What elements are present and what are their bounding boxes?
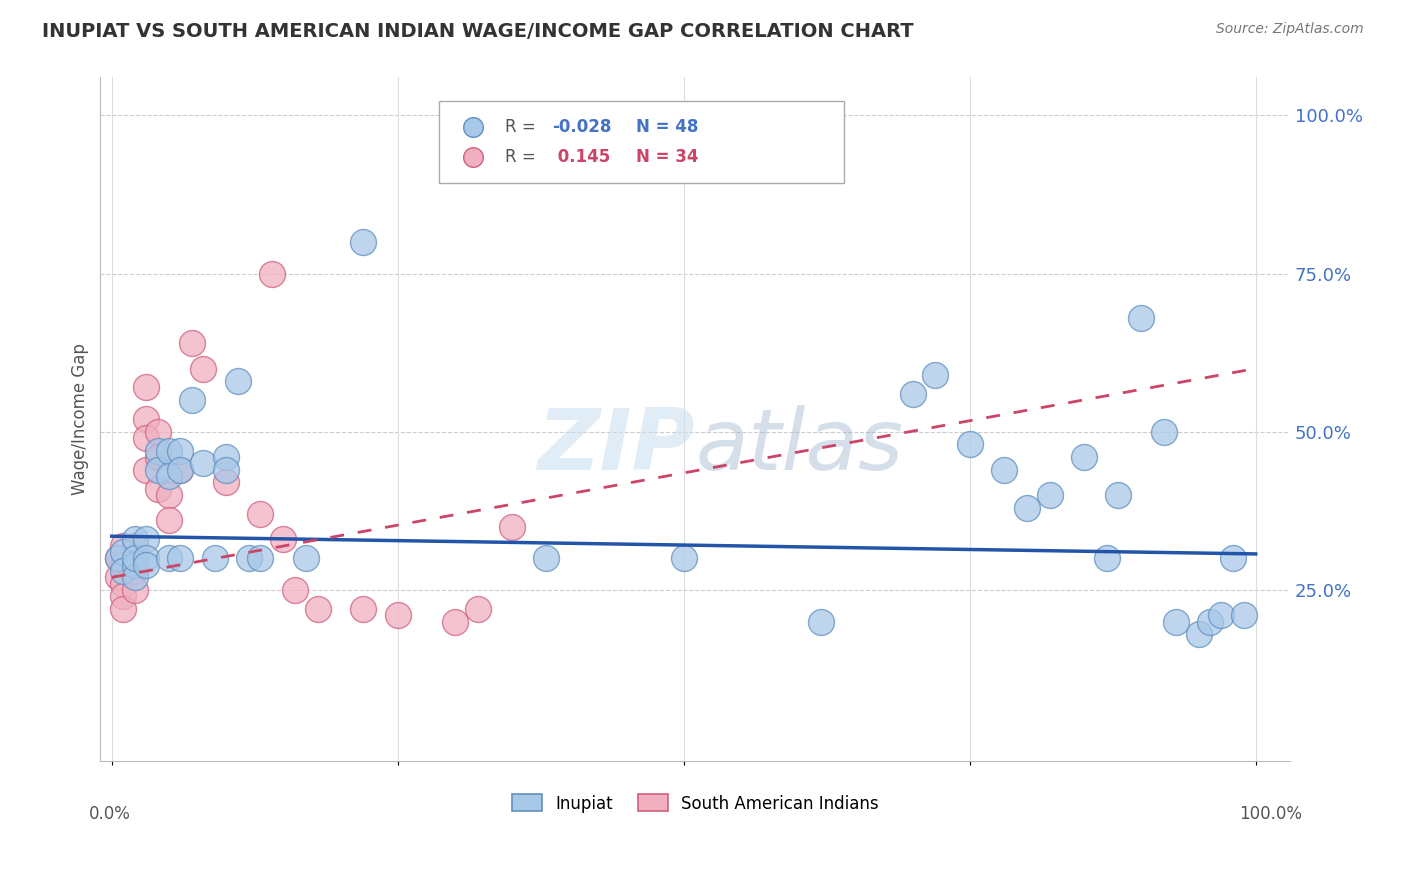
Point <box>226 374 249 388</box>
Point <box>1164 615 1187 629</box>
Point <box>260 267 283 281</box>
Point <box>249 507 271 521</box>
Point <box>672 551 695 566</box>
Point <box>295 551 318 566</box>
Point <box>193 361 215 376</box>
Point <box>124 564 146 578</box>
Point <box>1233 608 1256 623</box>
Point <box>146 443 169 458</box>
Text: Source: ZipAtlas.com: Source: ZipAtlas.com <box>1216 22 1364 37</box>
Point <box>124 551 146 566</box>
Point <box>135 380 157 394</box>
Point <box>146 425 169 439</box>
Point <box>444 615 467 629</box>
Point <box>501 519 523 533</box>
Point <box>901 387 924 401</box>
Point <box>273 533 295 547</box>
Point <box>284 582 307 597</box>
Point <box>107 551 129 566</box>
Point <box>204 551 226 566</box>
Point <box>112 602 135 616</box>
Point <box>1073 450 1095 464</box>
Point <box>124 570 146 584</box>
Point <box>169 551 191 566</box>
Point <box>135 551 157 566</box>
Point <box>307 602 329 616</box>
Legend: Inupiat, South American Indians: Inupiat, South American Indians <box>503 786 887 821</box>
Point <box>467 602 489 616</box>
Point <box>215 450 238 464</box>
Point <box>458 154 481 169</box>
Point <box>1222 551 1244 566</box>
Point <box>107 551 129 566</box>
Text: 0.145: 0.145 <box>553 148 610 167</box>
Point <box>1039 488 1062 502</box>
Point <box>1130 310 1153 325</box>
Point <box>135 533 157 547</box>
Point <box>135 431 157 445</box>
Point <box>124 582 146 597</box>
Point <box>993 463 1015 477</box>
Point <box>112 564 135 578</box>
Point <box>135 558 157 572</box>
Point <box>107 570 129 584</box>
Point <box>112 539 135 553</box>
Point <box>352 235 374 249</box>
Point <box>124 539 146 553</box>
Point <box>157 469 180 483</box>
Point <box>169 443 191 458</box>
Point <box>1095 551 1118 566</box>
Point <box>180 336 202 351</box>
Point <box>352 602 374 616</box>
Point <box>157 488 180 502</box>
Text: 0.0%: 0.0% <box>89 805 131 823</box>
Point <box>924 368 946 382</box>
Text: 100.0%: 100.0% <box>1239 805 1302 823</box>
Point <box>959 437 981 451</box>
Point <box>135 412 157 426</box>
Text: R =: R = <box>505 119 541 136</box>
Point <box>238 551 260 566</box>
Point <box>1211 608 1233 623</box>
Point <box>215 463 238 477</box>
Text: N = 48: N = 48 <box>636 119 697 136</box>
Point <box>146 482 169 496</box>
Point <box>112 545 135 559</box>
Point <box>112 590 135 604</box>
Point <box>135 463 157 477</box>
Point <box>180 393 202 408</box>
Point <box>810 615 832 629</box>
Point <box>193 457 215 471</box>
FancyBboxPatch shape <box>440 102 844 184</box>
Point <box>112 558 135 572</box>
Point <box>146 463 169 477</box>
Text: -0.028: -0.028 <box>553 119 612 136</box>
Y-axis label: Wage/Income Gap: Wage/Income Gap <box>72 343 89 495</box>
Point <box>157 551 180 566</box>
Point <box>215 475 238 490</box>
Point <box>112 576 135 591</box>
Text: INUPIAT VS SOUTH AMERICAN INDIAN WAGE/INCOME GAP CORRELATION CHART: INUPIAT VS SOUTH AMERICAN INDIAN WAGE/IN… <box>42 22 914 41</box>
Point <box>387 608 409 623</box>
Point <box>124 551 146 566</box>
Text: R =: R = <box>505 148 541 167</box>
Point <box>146 450 169 464</box>
Point <box>458 182 481 196</box>
Point <box>1187 627 1209 641</box>
Point <box>1153 425 1175 439</box>
Point <box>1107 488 1129 502</box>
Point <box>1015 500 1038 515</box>
Point <box>169 463 191 477</box>
Point <box>536 551 558 566</box>
Point <box>157 513 180 527</box>
Point <box>1199 615 1222 629</box>
Text: atlas: atlas <box>695 405 903 488</box>
Text: N = 34: N = 34 <box>636 148 699 167</box>
Point <box>124 533 146 547</box>
Point <box>169 463 191 477</box>
Text: ZIP: ZIP <box>537 405 695 488</box>
Point <box>249 551 271 566</box>
Point <box>124 558 146 572</box>
Point <box>157 443 180 458</box>
